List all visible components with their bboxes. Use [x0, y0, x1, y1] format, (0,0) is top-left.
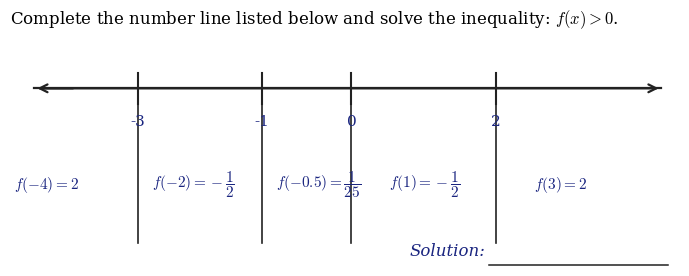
Text: $f(1)=-\dfrac{1}{2}$: $f(1)=-\dfrac{1}{2}$ [389, 169, 460, 200]
Text: $f(-4)=2$: $f(-4)=2$ [14, 175, 79, 195]
Text: -3: -3 [130, 115, 145, 129]
Text: 0: 0 [347, 115, 356, 129]
Text: $f(3)=2$: $f(3)=2$ [534, 175, 587, 195]
Text: $f(-0.5)=\dfrac{1}{25}$: $f(-0.5)=\dfrac{1}{25}$ [276, 169, 361, 200]
Text: Solution:: Solution: [410, 243, 486, 260]
Text: Complete the number line listed below and solve the inequality: $f(x)>0$.: Complete the number line listed below an… [10, 8, 619, 31]
Text: $f(-2)=-\dfrac{1}{2}$: $f(-2)=-\dfrac{1}{2}$ [152, 169, 234, 200]
Text: -1: -1 [254, 115, 269, 129]
Text: 2: 2 [491, 115, 501, 129]
